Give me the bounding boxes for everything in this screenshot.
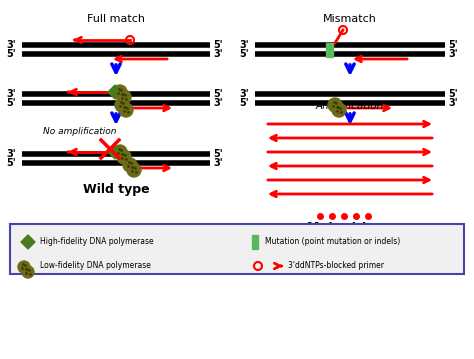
Text: 5': 5' bbox=[213, 40, 223, 50]
Circle shape bbox=[22, 266, 34, 278]
Text: 3': 3' bbox=[213, 98, 223, 108]
Text: Low-fidelity DNA polymerase: Low-fidelity DNA polymerase bbox=[40, 261, 151, 270]
Text: Amplification: Amplification bbox=[316, 101, 384, 111]
Circle shape bbox=[113, 145, 127, 159]
Polygon shape bbox=[108, 85, 122, 99]
Text: 3'ddNTPs-blocked primer: 3'ddNTPs-blocked primer bbox=[288, 261, 384, 270]
Text: 5': 5' bbox=[448, 40, 457, 50]
Text: 3': 3' bbox=[448, 98, 457, 108]
Text: 3': 3' bbox=[448, 49, 457, 59]
Circle shape bbox=[123, 158, 137, 172]
Text: No amplification: No amplification bbox=[43, 126, 117, 135]
Circle shape bbox=[113, 85, 127, 99]
Text: Mismatch: Mismatch bbox=[323, 14, 377, 24]
Text: Mutant type: Mutant type bbox=[307, 221, 393, 234]
Text: Wild type: Wild type bbox=[82, 182, 149, 196]
Text: 5': 5' bbox=[239, 49, 249, 59]
Text: 3': 3' bbox=[239, 40, 249, 50]
Circle shape bbox=[119, 103, 133, 117]
Circle shape bbox=[18, 261, 30, 273]
Bar bbox=[327, 42, 334, 56]
Text: 5': 5' bbox=[213, 89, 223, 99]
Text: 3': 3' bbox=[6, 40, 16, 50]
Bar bbox=[252, 235, 258, 249]
Text: 3': 3' bbox=[6, 89, 16, 99]
Text: 3': 3' bbox=[213, 49, 223, 59]
Text: 5': 5' bbox=[6, 49, 16, 59]
Circle shape bbox=[127, 163, 141, 177]
Circle shape bbox=[332, 103, 346, 117]
Text: Mutation (point mutation or indels): Mutation (point mutation or indels) bbox=[265, 238, 400, 247]
Circle shape bbox=[117, 150, 131, 164]
Text: 3': 3' bbox=[213, 158, 223, 168]
Text: 5': 5' bbox=[6, 98, 16, 108]
Text: 3': 3' bbox=[6, 149, 16, 159]
Text: 3': 3' bbox=[239, 89, 249, 99]
Text: 5': 5' bbox=[239, 98, 249, 108]
Text: Full match: Full match bbox=[87, 14, 145, 24]
Polygon shape bbox=[108, 145, 122, 159]
Circle shape bbox=[115, 98, 129, 112]
Polygon shape bbox=[21, 235, 35, 249]
Text: 5': 5' bbox=[448, 89, 457, 99]
Circle shape bbox=[117, 90, 131, 104]
Text: 5': 5' bbox=[6, 158, 16, 168]
Circle shape bbox=[328, 98, 342, 112]
Bar bbox=[10, 224, 464, 274]
Text: High-fidelity DNA polymerase: High-fidelity DNA polymerase bbox=[40, 238, 154, 247]
Text: 5': 5' bbox=[213, 149, 223, 159]
